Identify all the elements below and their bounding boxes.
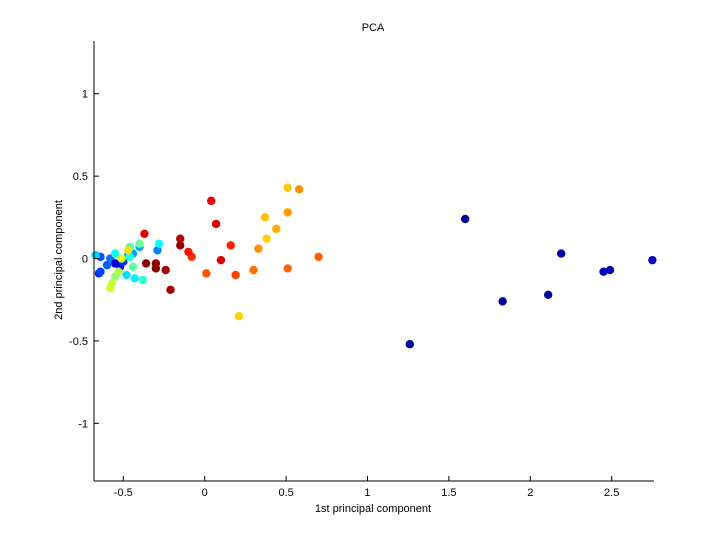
data-point xyxy=(283,183,292,192)
data-point xyxy=(648,255,657,265)
data-point xyxy=(234,312,244,321)
data-point xyxy=(125,252,135,262)
data-point xyxy=(249,265,258,275)
data-point xyxy=(96,267,105,276)
data-point xyxy=(184,247,193,257)
data-point xyxy=(153,246,162,255)
y-tick-label: 0.5 xyxy=(73,171,88,183)
data-point xyxy=(176,241,185,250)
x-tick-label: 1.5 xyxy=(441,487,456,499)
data-point xyxy=(110,249,120,258)
y-tick-label: -0.5 xyxy=(69,336,88,348)
data-point xyxy=(557,249,566,258)
data-point xyxy=(254,244,263,253)
axes xyxy=(93,41,654,482)
data-point xyxy=(294,185,304,194)
x-tick-label: 2.5 xyxy=(604,487,619,499)
data-point xyxy=(176,234,185,243)
y-ticks: -1 -0.5 0 0.5 1 xyxy=(69,89,99,430)
data-point xyxy=(161,265,170,275)
data-point xyxy=(123,246,133,255)
data-point xyxy=(283,208,292,217)
data-point xyxy=(226,241,235,250)
data-point xyxy=(283,264,292,273)
data-point xyxy=(122,270,131,280)
data-point xyxy=(216,255,226,265)
data-point xyxy=(135,239,144,248)
data-point xyxy=(405,340,415,349)
data-point xyxy=(138,275,148,285)
data-point xyxy=(130,274,139,283)
data-point xyxy=(117,254,126,263)
y-tick-label: 0 xyxy=(82,254,88,266)
data-point xyxy=(114,267,123,276)
data-point xyxy=(202,269,211,278)
y-tick-label: 1 xyxy=(82,89,88,101)
y-axis-title: 2nd principal component xyxy=(53,200,65,320)
chart-title: PCA xyxy=(362,22,385,34)
y-tick-label: -1 xyxy=(78,418,88,430)
data-point xyxy=(154,239,164,248)
data-point xyxy=(262,234,271,243)
x-tick-label: 2 xyxy=(527,487,533,499)
x-tick-label: 0 xyxy=(202,487,208,499)
points-layer xyxy=(91,183,657,349)
data-point xyxy=(272,224,281,234)
data-point xyxy=(599,267,608,276)
data-point xyxy=(151,264,161,273)
data-point xyxy=(260,213,270,222)
data-point xyxy=(314,252,323,262)
data-point xyxy=(166,285,175,295)
data-point xyxy=(128,262,138,271)
data-point xyxy=(207,196,216,206)
x-tick-label: 1 xyxy=(364,487,370,499)
x-axis-title: 1st principal component xyxy=(315,503,431,515)
data-point xyxy=(460,214,470,224)
data-point xyxy=(106,283,115,293)
data-point xyxy=(498,297,507,306)
data-point xyxy=(231,270,240,280)
data-point xyxy=(141,259,151,268)
data-point xyxy=(140,229,149,239)
data-point xyxy=(102,260,112,270)
data-point xyxy=(543,290,553,299)
x-tick-label: 0.5 xyxy=(278,487,293,499)
data-point xyxy=(605,265,615,275)
x-tick-label: -0.5 xyxy=(114,487,133,499)
data-point xyxy=(211,219,221,229)
x-ticks: -0.5 0 0.5 1 1.5 2 2.5 xyxy=(114,476,619,499)
